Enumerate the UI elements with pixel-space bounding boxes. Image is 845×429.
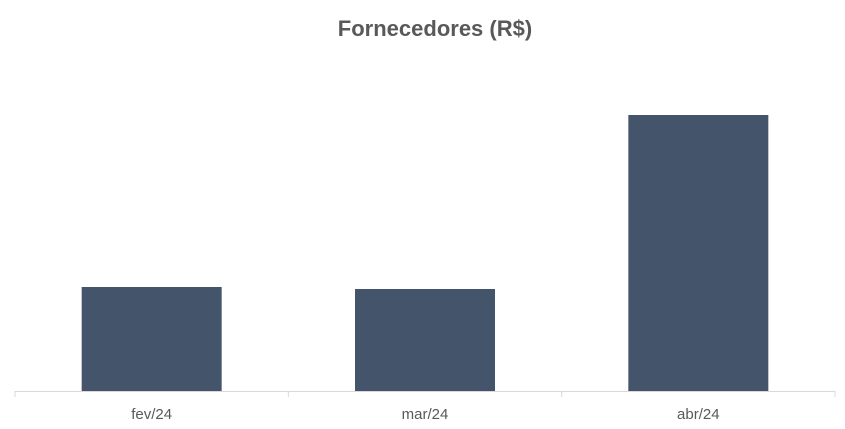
bar [355, 289, 495, 391]
bar [81, 287, 222, 391]
bar [628, 115, 769, 391]
x-tick-label: fev/24 [131, 406, 172, 423]
x-tick-label: mar/24 [402, 406, 449, 423]
x-tick-label: abr/24 [677, 406, 720, 423]
chart-title: Fornecedores (R$) [338, 16, 532, 41]
